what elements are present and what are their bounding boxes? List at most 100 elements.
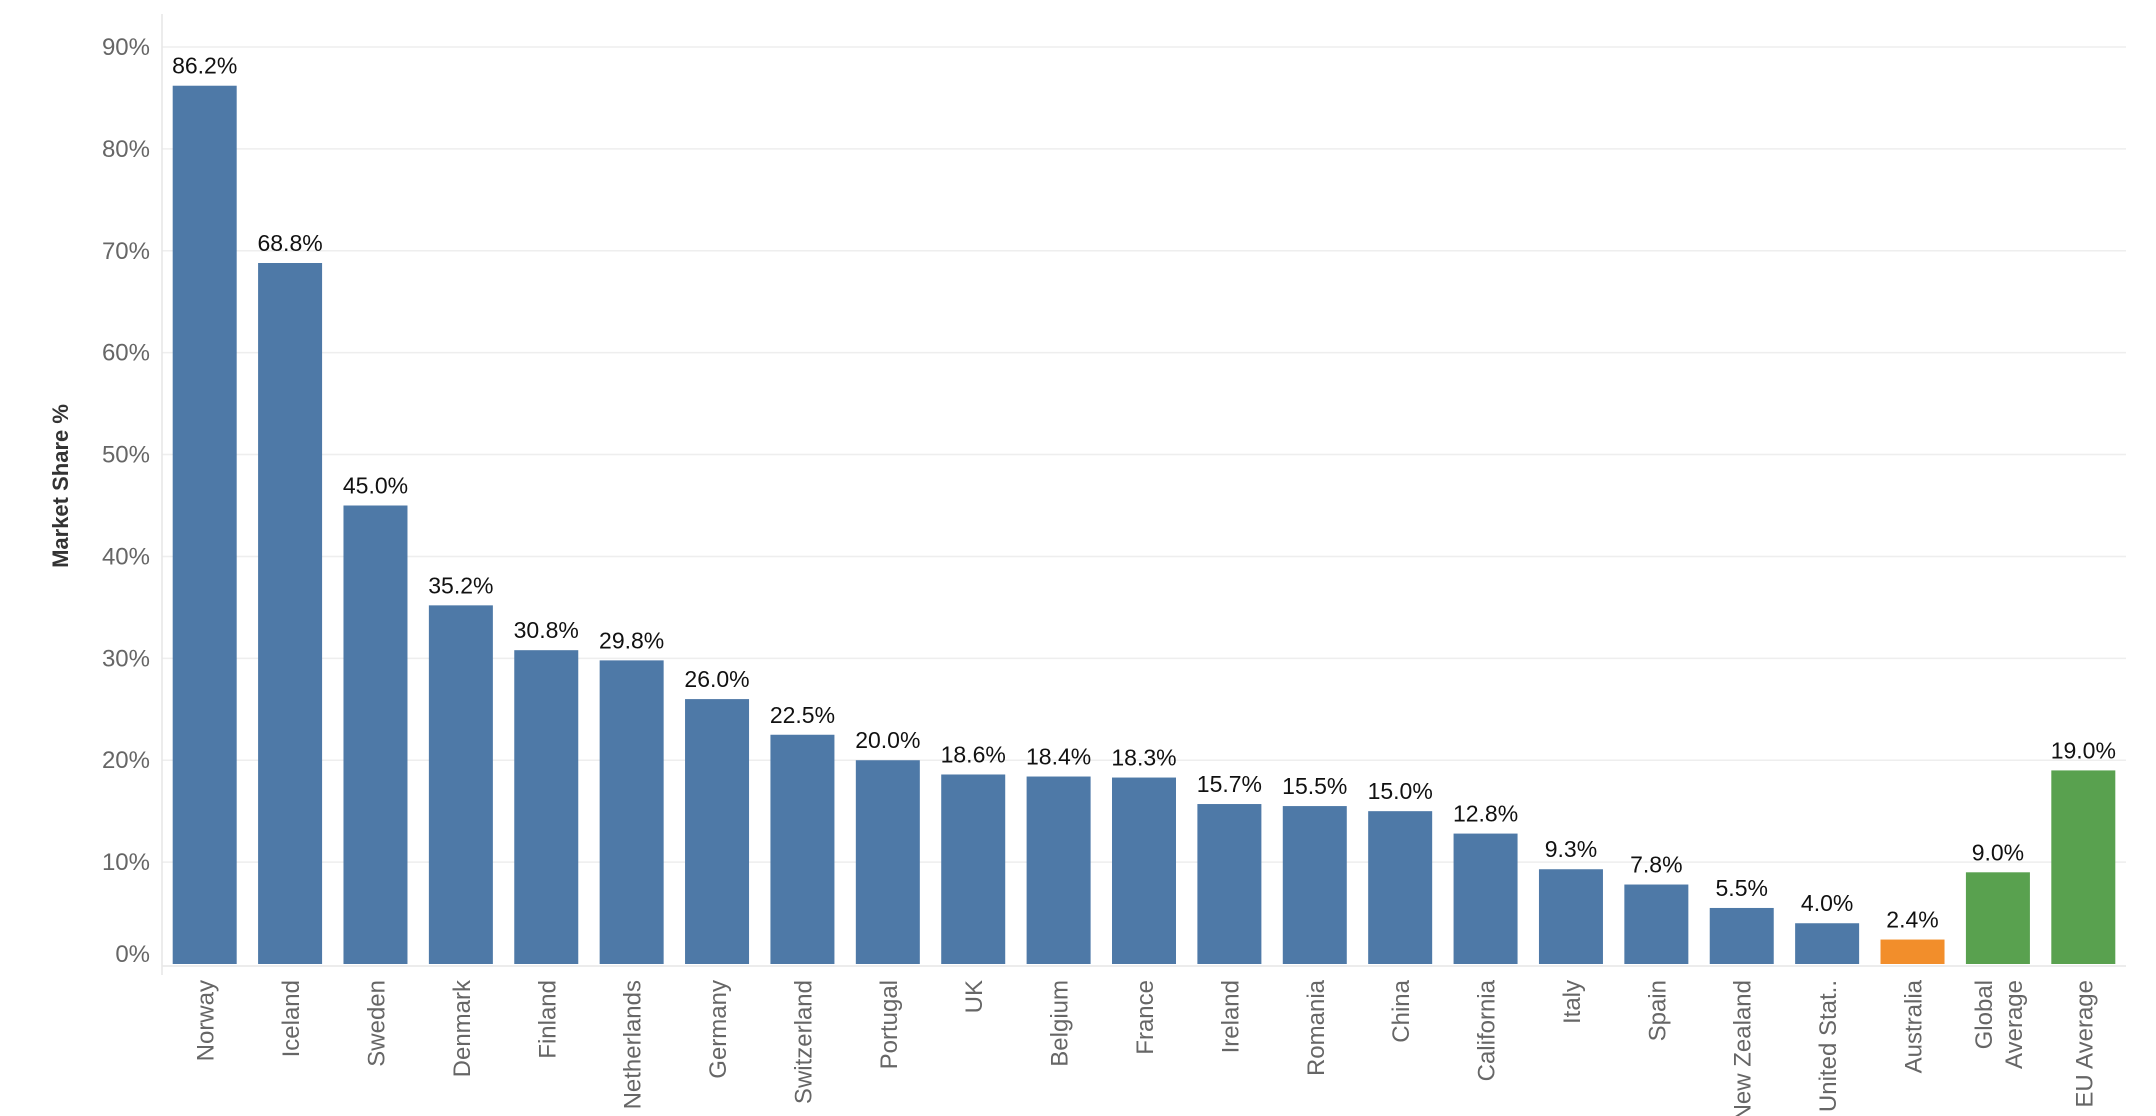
x-tick-label: UK bbox=[961, 980, 988, 1013]
bar-data-label: 18.4% bbox=[1026, 744, 1091, 770]
bar-data-label: 20.0% bbox=[855, 727, 920, 753]
y-tick-label: 50% bbox=[102, 442, 150, 469]
bar-data-label: 45.0% bbox=[343, 473, 408, 499]
x-tick-label: Global bbox=[1971, 980, 1998, 1049]
y-tick-label: 10% bbox=[102, 849, 150, 876]
bar-data-label: 18.6% bbox=[941, 741, 1006, 767]
bar-data-label: 26.0% bbox=[684, 666, 749, 692]
x-tick-label: California bbox=[1474, 979, 1501, 1081]
bar-data-label: 22.5% bbox=[770, 702, 835, 728]
bar-data-label: 9.3% bbox=[1545, 836, 1597, 862]
y-axis: Market Share % 0% 10% 20% 30% 40% 50% 60% 70% 80… bbox=[48, 14, 163, 975]
x-category-label: Ireland bbox=[1217, 980, 1244, 1053]
x-tick-label: Romania bbox=[1303, 979, 1330, 1076]
bar-data-label: 12.8% bbox=[1453, 801, 1518, 827]
bar-data-label: 35.2% bbox=[428, 572, 493, 598]
x-category-label: UK bbox=[961, 980, 988, 1013]
bar-data-label: 68.8% bbox=[257, 230, 322, 256]
x-tick-label: Portugal bbox=[876, 980, 903, 1069]
x-tick-label: EU Average bbox=[2071, 980, 2098, 1108]
x-tick-label: Australia bbox=[1901, 979, 1928, 1073]
x-category-label: Netherlands bbox=[620, 980, 647, 1109]
x-category-label: Portugal bbox=[876, 980, 903, 1069]
x-tick-label: Iceland bbox=[278, 980, 305, 1057]
bar-data-label: 5.5% bbox=[1716, 875, 1768, 901]
bars bbox=[172, 85, 2116, 965]
x-category-label: Spain bbox=[1644, 980, 1671, 1041]
bar-data-label: 15.0% bbox=[1368, 778, 1433, 804]
bar-data-label: 19.0% bbox=[2051, 737, 2116, 763]
bar[interactable] bbox=[1368, 811, 1433, 964]
bar-data-label: 15.5% bbox=[1282, 773, 1347, 799]
bar-data-label: 18.3% bbox=[1111, 745, 1176, 771]
x-tick-label: Sweden bbox=[363, 980, 390, 1067]
x-category-label: United Stat.. bbox=[1815, 980, 1842, 1112]
y-tick-label: 90% bbox=[102, 34, 150, 61]
bar[interactable] bbox=[1880, 939, 1945, 964]
bar[interactable] bbox=[258, 263, 323, 964]
bar[interactable] bbox=[1538, 869, 1603, 964]
x-tick-label: New Zealand bbox=[1730, 980, 1757, 1116]
bar[interactable] bbox=[599, 660, 664, 964]
x-category-label: Sweden bbox=[363, 980, 390, 1067]
bar[interactable] bbox=[1965, 872, 2030, 964]
bar[interactable] bbox=[514, 650, 579, 964]
bar[interactable] bbox=[1795, 923, 1860, 964]
x-category-label: Italy bbox=[1559, 980, 1586, 1024]
bar[interactable] bbox=[2051, 770, 2116, 964]
y-axis-title: Market Share % bbox=[48, 404, 73, 568]
y-tick-label: 30% bbox=[102, 645, 150, 672]
x-category-label: EU Average bbox=[2071, 980, 2098, 1108]
x-tick-label: Belgium bbox=[1047, 980, 1074, 1067]
bar[interactable] bbox=[1453, 833, 1518, 964]
bar[interactable] bbox=[770, 734, 835, 964]
bar[interactable] bbox=[172, 85, 237, 965]
x-category-label: France bbox=[1132, 980, 1159, 1055]
x-axis: Norway Iceland Sweden Denmark Finland Netherl… bbox=[162, 965, 2126, 1116]
bar[interactable] bbox=[1026, 776, 1091, 964]
bar-data-label: 15.7% bbox=[1197, 771, 1262, 797]
bar-data-label: 9.0% bbox=[1972, 839, 2024, 865]
x-category-label: Germany bbox=[705, 980, 732, 1079]
x-category-label: China bbox=[1388, 979, 1415, 1042]
y-tick-label: 60% bbox=[102, 340, 150, 367]
x-category-label: Australia bbox=[1901, 979, 1928, 1073]
x-tick-label: Denmark bbox=[449, 979, 476, 1077]
x-tick-label: United Stat.. bbox=[1815, 980, 1842, 1112]
bar[interactable] bbox=[1709, 907, 1774, 964]
y-tick-label: 80% bbox=[102, 136, 150, 163]
x-tick-label: France bbox=[1132, 980, 1159, 1055]
bar-data-label: 4.0% bbox=[1801, 890, 1853, 916]
bar[interactable] bbox=[855, 760, 920, 964]
y-tick-label: 20% bbox=[102, 747, 150, 774]
y-tick-label: 0% bbox=[115, 941, 150, 968]
bar-data-label: 30.8% bbox=[514, 617, 579, 643]
bar[interactable] bbox=[1112, 777, 1176, 964]
bar-data-label: 86.2% bbox=[172, 53, 237, 79]
data-labels: 86.2% 68.8% 45.0% 35.2% 30.8% 29.8% 26.0% 22.5%… bbox=[172, 53, 2116, 933]
x-tick-label: China bbox=[1388, 979, 1415, 1042]
x-tick-label: Average bbox=[2001, 980, 2028, 1069]
bar[interactable] bbox=[1624, 884, 1689, 964]
x-tick-label: Finland bbox=[534, 980, 561, 1059]
bar[interactable] bbox=[1197, 804, 1262, 964]
x-tick-label: Italy bbox=[1559, 980, 1586, 1024]
x-tick-label: Norway bbox=[193, 980, 220, 1061]
x-category-label: Romania bbox=[1303, 979, 1330, 1076]
x-category-label: Global Average bbox=[1971, 980, 2028, 1069]
bar[interactable] bbox=[1282, 806, 1347, 964]
x-tick-label: Switzerland bbox=[790, 980, 817, 1104]
x-category-label: New Zealand bbox=[1730, 980, 1757, 1116]
y-tick-label: 70% bbox=[102, 238, 150, 265]
bar[interactable] bbox=[685, 699, 750, 964]
x-tick-label: Ireland bbox=[1217, 980, 1244, 1053]
bar[interactable] bbox=[941, 774, 1006, 964]
bar[interactable] bbox=[428, 605, 493, 964]
bar-data-label: 7.8% bbox=[1630, 852, 1682, 878]
bar[interactable] bbox=[343, 505, 408, 965]
x-tick-label: Spain bbox=[1644, 980, 1671, 1041]
x-category-label: California bbox=[1474, 979, 1501, 1081]
x-category-label: Iceland bbox=[278, 980, 305, 1057]
